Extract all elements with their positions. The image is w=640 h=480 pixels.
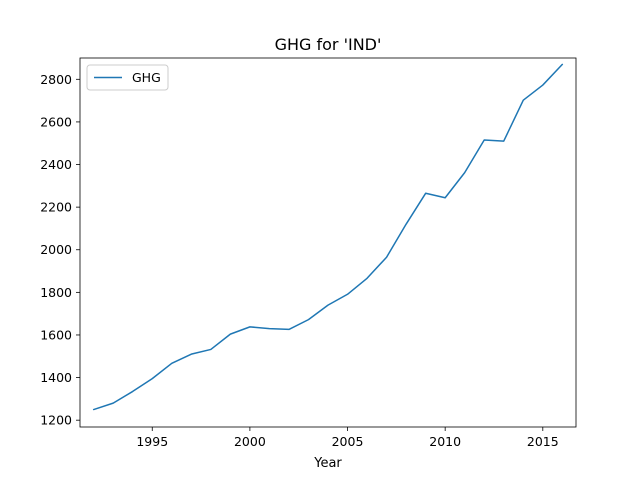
axes-frame bbox=[79, 57, 577, 428]
legend-box bbox=[86, 64, 169, 91]
y-tick-label: 1200 bbox=[40, 413, 72, 428]
y-tick-label: 1400 bbox=[40, 370, 72, 385]
y-tick-label: 1600 bbox=[40, 327, 72, 342]
y-tick-label: 1800 bbox=[40, 285, 72, 300]
legend-label: GHG bbox=[132, 70, 161, 85]
x-tick-label: 1995 bbox=[136, 434, 168, 449]
x-tick-label: 2015 bbox=[527, 434, 559, 449]
y-tick-label: 2400 bbox=[40, 157, 72, 172]
y-tick-label: 2000 bbox=[40, 242, 72, 257]
y-tick-label: 2600 bbox=[40, 114, 72, 129]
y-tick-label: 2200 bbox=[40, 200, 72, 215]
x-tick-label: 2000 bbox=[234, 434, 266, 449]
series-line-ghg bbox=[92, 63, 564, 411]
plot-area: 1995 2000 2005 2010 2015 1200 1400 1600 1800 2000… bbox=[40, 57, 577, 449]
x-tick-label: 2005 bbox=[332, 434, 364, 449]
x-axis-label: Year bbox=[313, 456, 342, 471]
x-tick-label: 2010 bbox=[429, 434, 461, 449]
chart-title: GHG for 'IND' bbox=[275, 35, 382, 54]
y-tick-label: 2800 bbox=[40, 72, 72, 87]
